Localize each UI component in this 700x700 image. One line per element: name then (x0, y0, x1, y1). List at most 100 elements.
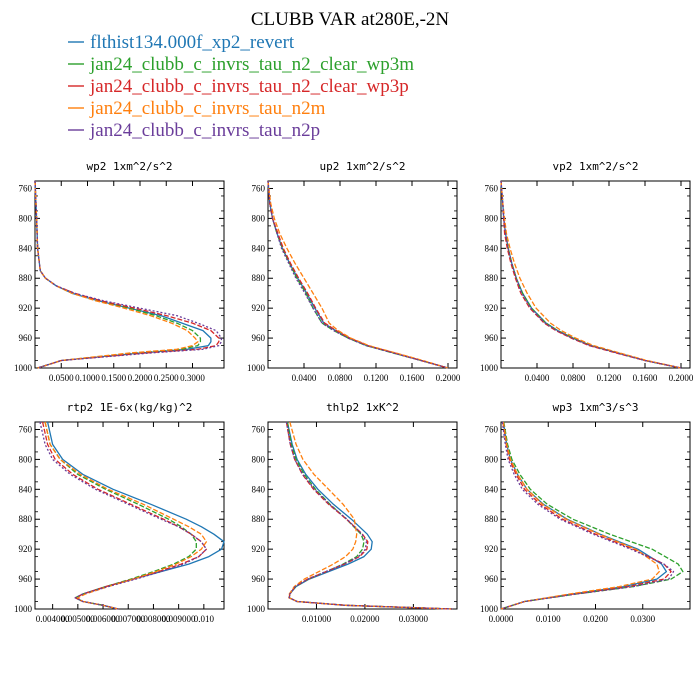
plot-frame (34, 180, 225, 369)
series-line (34, 180, 220, 369)
y-tick-label: 760 (252, 183, 266, 193)
series-line (41, 421, 208, 610)
x-tick-label: 0.0400 (525, 373, 550, 383)
y-tick-label: 920 (485, 303, 499, 313)
x-tick-label: 0.0800 (561, 373, 586, 383)
y-tick-label: 840 (19, 243, 33, 253)
x-tick-label: 0.0400 (292, 373, 317, 383)
y-tick-label: 1000 (14, 604, 33, 614)
x-tick-label: 0.0000 (489, 614, 514, 624)
plot-frame (500, 180, 691, 369)
y-tick-label: 760 (19, 183, 33, 193)
x-tick-label: 0.1500 (101, 373, 126, 383)
series-line (500, 421, 675, 610)
panel-title: up2 1xm^2/s^2 (319, 160, 405, 173)
series-line (500, 180, 682, 369)
x-tick-label: 0.3000 (180, 373, 205, 383)
y-tick-label: 800 (485, 454, 499, 464)
legend-label: jan24_clubb_c_invrs_tau_n2m (89, 98, 326, 119)
panel-title: wp3 1xm^3/s^3 (552, 401, 638, 414)
y-tick-label: 960 (252, 333, 266, 343)
y-tick-label: 1000 (14, 363, 33, 373)
x-tick-label: 0.0800 (328, 373, 353, 383)
series-line (44, 421, 197, 610)
legend: flthist134.000f_xp2_revertjan24_clubb_c_… (68, 32, 414, 141)
x-tick-label: 0.007000 (111, 614, 145, 624)
y-tick-label: 920 (19, 544, 33, 554)
series-line (500, 180, 682, 369)
y-tick-label: 960 (252, 574, 266, 584)
panels: wp2 1xm^2/s^2 760 800 840 880 920 960 1000 0.050… (14, 160, 694, 624)
panel-title: vp2 1xm^2/s^2 (552, 160, 638, 173)
y-tick-label: 920 (252, 303, 266, 313)
x-tick-label: 0.0300 (630, 614, 655, 624)
legend-label: jan24_clubb_c_invrs_tau_n2_clear_wp3p (89, 76, 409, 97)
y-tick-label: 880 (252, 273, 266, 283)
panel: wp3 1xm^3/s^3 760 800 840 880 920 960 10000.000… (480, 401, 691, 624)
y-tick-label: 880 (485, 514, 499, 524)
x-tick-label: 0.0500 (49, 373, 74, 383)
series-line (267, 180, 449, 369)
y-tick-label: 1000 (247, 363, 266, 373)
series-line (500, 180, 682, 369)
series-line (285, 421, 453, 610)
x-tick-label: 0.03000 (399, 614, 429, 624)
panel-title: thlp2 1xK^2 (326, 401, 399, 414)
y-tick-label: 960 (19, 333, 33, 343)
series-line (34, 180, 223, 369)
panel: vp2 1xm^2/s^2 760 800 840 880 920 960 1000 0.040… (480, 160, 694, 383)
legend-label: jan24_clubb_c_invrs_tau_n2p (89, 120, 320, 141)
y-tick-label: 880 (485, 273, 499, 283)
x-tick-label: 0.009000 (162, 614, 196, 624)
x-tick-label: 0.2000 (128, 373, 153, 383)
y-tick-label: 760 (19, 424, 33, 434)
y-tick-label: 920 (19, 303, 33, 313)
y-tick-label: 800 (485, 213, 499, 223)
y-tick-label: 920 (252, 544, 266, 554)
x-tick-label: 0.0200 (583, 614, 608, 624)
series-line (500, 180, 682, 369)
x-tick-label: 0.1200 (597, 373, 622, 383)
x-tick-label: 0.005000 (61, 614, 95, 624)
x-tick-label: 0.006000 (86, 614, 120, 624)
y-tick-label: 840 (19, 484, 33, 494)
x-tick-label: 0.1600 (400, 373, 425, 383)
series-line (288, 421, 453, 610)
y-tick-label: 840 (252, 484, 266, 494)
y-tick-label: 880 (19, 514, 33, 524)
series-line (39, 421, 208, 610)
series-line (285, 421, 453, 610)
panel-title: wp2 1xm^2/s^2 (86, 160, 172, 173)
x-tick-label: 0.01000 (302, 614, 332, 624)
series-line (500, 421, 660, 610)
series-line (34, 180, 212, 369)
figure-title: CLUBB VAR at280E,-2N (251, 9, 450, 30)
plot-frame (34, 421, 225, 610)
series-line (286, 421, 453, 610)
series-line (46, 421, 225, 610)
y-tick-label: 960 (19, 574, 33, 584)
x-tick-label: 0.004000 (36, 614, 70, 624)
y-tick-label: 920 (485, 544, 499, 554)
panel: thlp2 1xK^2 760 800 840 880 920 960 1000 0.01000… (247, 401, 458, 624)
x-tick-label: 0.1200 (364, 373, 389, 383)
x-tick-label: 0.2000 (436, 373, 461, 383)
y-tick-label: 840 (252, 243, 266, 253)
legend-label: jan24_clubb_c_invrs_tau_n2_clear_wp3m (89, 54, 414, 75)
series-line (286, 421, 453, 610)
y-tick-label: 880 (19, 273, 33, 283)
legend-label: flthist134.000f_xp2_revert (90, 32, 295, 53)
series-line (500, 180, 682, 369)
y-tick-label: 800 (19, 213, 33, 223)
y-tick-label: 1000 (480, 604, 499, 614)
series-line (267, 180, 449, 369)
y-tick-label: 760 (252, 424, 266, 434)
series-line (267, 180, 449, 369)
panel: wp2 1xm^2/s^2 760 800 840 880 920 960 1000 0.050… (14, 160, 225, 383)
y-tick-label: 1000 (480, 363, 499, 373)
x-tick-label: 0.1000 (75, 373, 100, 383)
series-line (34, 180, 199, 369)
series-line (34, 180, 202, 369)
x-tick-label: 0.2500 (154, 373, 179, 383)
